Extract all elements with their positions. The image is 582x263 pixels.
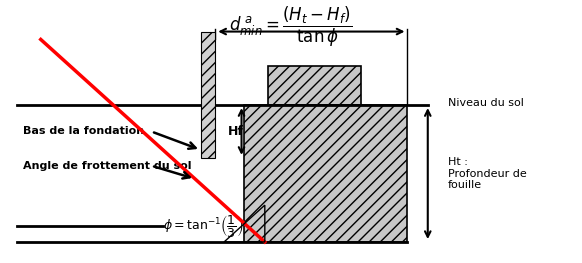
Bar (244, 105, 407, 242)
Bar (201, 32, 215, 158)
Text: Ht :
Profondeur de
fouille: Ht : Profondeur de fouille (448, 157, 527, 190)
Text: Niveau du sol: Niveau du sol (448, 98, 524, 108)
Text: Bas de la fondation: Bas de la fondation (23, 127, 144, 136)
Text: $\phi = \tan^{-1}\!\left(\dfrac{1}{3}\right)$: $\phi = \tan^{-1}\!\left(\dfrac{1}{3}\ri… (163, 213, 244, 239)
Text: $d_{min}^{\ a} = \dfrac{(H_t - H_f)}{\tan\phi}$: $d_{min}^{\ a} = \dfrac{(H_t - H_f)}{\ta… (229, 5, 353, 49)
Bar (268, 66, 361, 105)
Text: Angle de frottement du sol: Angle de frottement du sol (23, 161, 192, 171)
Text: Hf: Hf (228, 125, 244, 138)
